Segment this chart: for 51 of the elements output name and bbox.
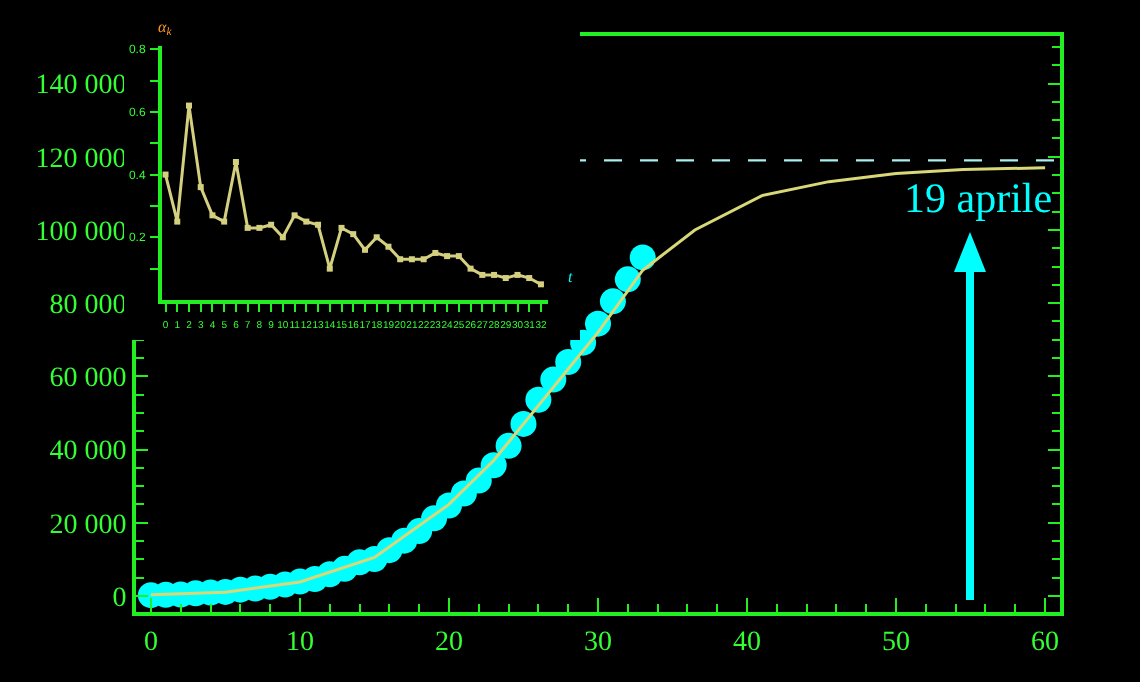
point xyxy=(303,218,310,225)
x-tick-label: 50 xyxy=(882,627,911,658)
point xyxy=(479,271,486,278)
point xyxy=(291,212,298,219)
point xyxy=(279,234,286,241)
point xyxy=(420,256,427,263)
y-tick-label: 20 000 xyxy=(49,510,127,541)
x-axis-title: t xyxy=(568,268,574,286)
x-tick-label: 60 xyxy=(1031,627,1060,658)
y-tick-label: 60 000 xyxy=(49,364,127,395)
point xyxy=(197,184,204,191)
point xyxy=(361,246,368,253)
point xyxy=(350,231,357,238)
point xyxy=(491,271,498,278)
y-tick-label: 40 000 xyxy=(49,437,127,468)
point xyxy=(373,234,380,241)
point xyxy=(244,224,251,231)
point xyxy=(455,253,462,260)
y-tick-label: 0 xyxy=(112,583,127,614)
point xyxy=(385,243,392,250)
y-tick-label: 100 000 xyxy=(35,217,127,248)
point xyxy=(537,281,544,288)
point xyxy=(408,256,415,263)
point xyxy=(268,221,275,228)
point xyxy=(209,212,216,219)
x-tick-label: 40 xyxy=(733,627,762,658)
point xyxy=(526,275,533,282)
point xyxy=(502,275,509,282)
annotation: 19 aprile xyxy=(904,174,1053,222)
point xyxy=(174,218,181,225)
point xyxy=(221,218,228,225)
y-tick-label: 120 000 xyxy=(35,144,127,175)
x-tick-label: 10 xyxy=(285,627,314,658)
point xyxy=(162,171,169,178)
point xyxy=(326,265,333,272)
y-tick-label: 80 000 xyxy=(49,290,127,321)
x-tick-label: 30 xyxy=(584,627,612,658)
point xyxy=(514,271,521,278)
point xyxy=(432,249,439,256)
point xyxy=(338,224,345,231)
point xyxy=(315,221,322,228)
point xyxy=(629,244,656,271)
point xyxy=(256,224,263,231)
point xyxy=(397,256,404,263)
y-tick-label: 140 000 xyxy=(35,71,127,102)
point xyxy=(444,253,451,260)
x-tick-label: 20 xyxy=(434,627,463,658)
point xyxy=(232,159,239,166)
point xyxy=(467,265,474,272)
y-axis-title: α$_{k}$ xyxy=(158,18,173,40)
point xyxy=(185,102,192,109)
